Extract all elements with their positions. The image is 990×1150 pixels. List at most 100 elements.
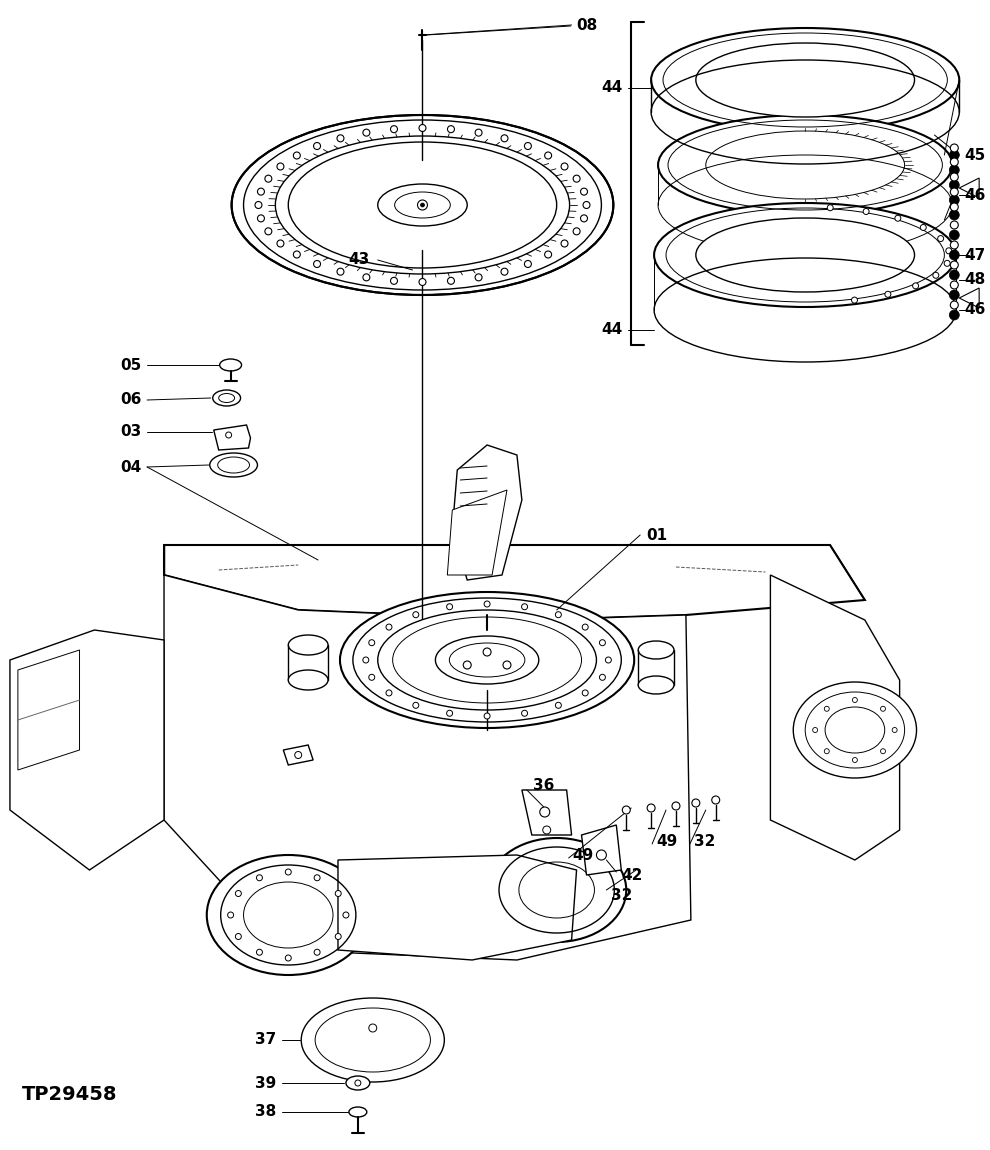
Circle shape bbox=[945, 247, 951, 254]
Circle shape bbox=[447, 125, 454, 132]
Circle shape bbox=[256, 875, 262, 881]
Ellipse shape bbox=[210, 453, 257, 477]
Ellipse shape bbox=[232, 115, 614, 296]
Text: 39: 39 bbox=[255, 1075, 276, 1090]
Circle shape bbox=[336, 890, 342, 897]
Text: 47: 47 bbox=[964, 247, 985, 262]
Circle shape bbox=[421, 204, 425, 207]
Ellipse shape bbox=[639, 641, 674, 659]
Circle shape bbox=[363, 129, 370, 136]
Circle shape bbox=[672, 802, 680, 810]
Circle shape bbox=[501, 135, 508, 141]
Circle shape bbox=[363, 274, 370, 281]
Circle shape bbox=[337, 135, 344, 141]
Circle shape bbox=[950, 221, 958, 229]
Circle shape bbox=[580, 215, 587, 222]
Polygon shape bbox=[18, 650, 79, 770]
Ellipse shape bbox=[651, 28, 959, 132]
Circle shape bbox=[555, 612, 561, 618]
Circle shape bbox=[949, 310, 959, 320]
Circle shape bbox=[647, 804, 655, 812]
Polygon shape bbox=[770, 575, 900, 860]
Circle shape bbox=[343, 912, 348, 918]
Circle shape bbox=[236, 890, 242, 897]
Text: 08: 08 bbox=[576, 18, 598, 33]
Circle shape bbox=[257, 189, 264, 196]
Circle shape bbox=[949, 270, 959, 279]
Ellipse shape bbox=[301, 998, 445, 1082]
Circle shape bbox=[938, 236, 943, 242]
Circle shape bbox=[484, 601, 490, 607]
Ellipse shape bbox=[220, 359, 242, 371]
Circle shape bbox=[561, 163, 568, 170]
Circle shape bbox=[950, 172, 958, 181]
Circle shape bbox=[368, 639, 375, 645]
Circle shape bbox=[419, 124, 426, 131]
Circle shape bbox=[950, 204, 958, 210]
Ellipse shape bbox=[348, 1107, 367, 1117]
Text: 36: 36 bbox=[533, 777, 554, 792]
Circle shape bbox=[949, 250, 959, 260]
Text: 06: 06 bbox=[120, 392, 142, 407]
Text: 45: 45 bbox=[964, 147, 985, 162]
Circle shape bbox=[885, 291, 891, 298]
Circle shape bbox=[413, 703, 419, 708]
Ellipse shape bbox=[696, 43, 915, 117]
Circle shape bbox=[623, 806, 631, 814]
Polygon shape bbox=[338, 854, 576, 960]
Circle shape bbox=[813, 728, 818, 733]
Ellipse shape bbox=[219, 393, 235, 402]
Polygon shape bbox=[581, 825, 622, 875]
Circle shape bbox=[895, 215, 901, 221]
Circle shape bbox=[501, 268, 508, 275]
Circle shape bbox=[892, 728, 897, 733]
Circle shape bbox=[921, 224, 927, 230]
Circle shape bbox=[354, 1080, 360, 1086]
Ellipse shape bbox=[658, 115, 952, 215]
Polygon shape bbox=[283, 745, 313, 765]
Circle shape bbox=[447, 277, 454, 284]
Polygon shape bbox=[164, 575, 691, 960]
Ellipse shape bbox=[639, 676, 674, 693]
Circle shape bbox=[600, 639, 606, 645]
Circle shape bbox=[825, 706, 830, 712]
Circle shape bbox=[463, 661, 471, 669]
Circle shape bbox=[314, 261, 321, 268]
Circle shape bbox=[913, 283, 919, 289]
Circle shape bbox=[555, 703, 561, 708]
Ellipse shape bbox=[825, 707, 885, 753]
Circle shape bbox=[525, 261, 532, 268]
Ellipse shape bbox=[696, 218, 915, 292]
Circle shape bbox=[522, 711, 528, 716]
Circle shape bbox=[314, 949, 320, 956]
Circle shape bbox=[386, 624, 392, 630]
Polygon shape bbox=[10, 630, 164, 871]
Ellipse shape bbox=[288, 670, 328, 690]
Text: 32: 32 bbox=[694, 834, 715, 849]
Text: TP29458: TP29458 bbox=[22, 1086, 118, 1104]
Ellipse shape bbox=[207, 854, 370, 975]
Circle shape bbox=[863, 208, 869, 215]
Circle shape bbox=[265, 228, 272, 235]
Circle shape bbox=[880, 749, 885, 753]
Circle shape bbox=[525, 143, 532, 150]
Text: 05: 05 bbox=[120, 358, 142, 373]
Circle shape bbox=[950, 144, 958, 152]
Circle shape bbox=[582, 690, 588, 696]
Circle shape bbox=[226, 432, 232, 438]
Circle shape bbox=[573, 228, 580, 235]
Circle shape bbox=[293, 152, 300, 159]
Ellipse shape bbox=[395, 192, 450, 218]
Ellipse shape bbox=[213, 390, 241, 406]
Circle shape bbox=[561, 240, 568, 247]
Circle shape bbox=[369, 1024, 377, 1032]
Circle shape bbox=[337, 268, 344, 275]
Circle shape bbox=[596, 850, 607, 860]
Circle shape bbox=[418, 200, 428, 210]
Circle shape bbox=[265, 175, 272, 182]
Circle shape bbox=[336, 934, 342, 940]
Circle shape bbox=[582, 624, 588, 630]
Circle shape bbox=[544, 152, 551, 159]
Circle shape bbox=[446, 604, 452, 610]
Text: 42: 42 bbox=[622, 868, 643, 883]
